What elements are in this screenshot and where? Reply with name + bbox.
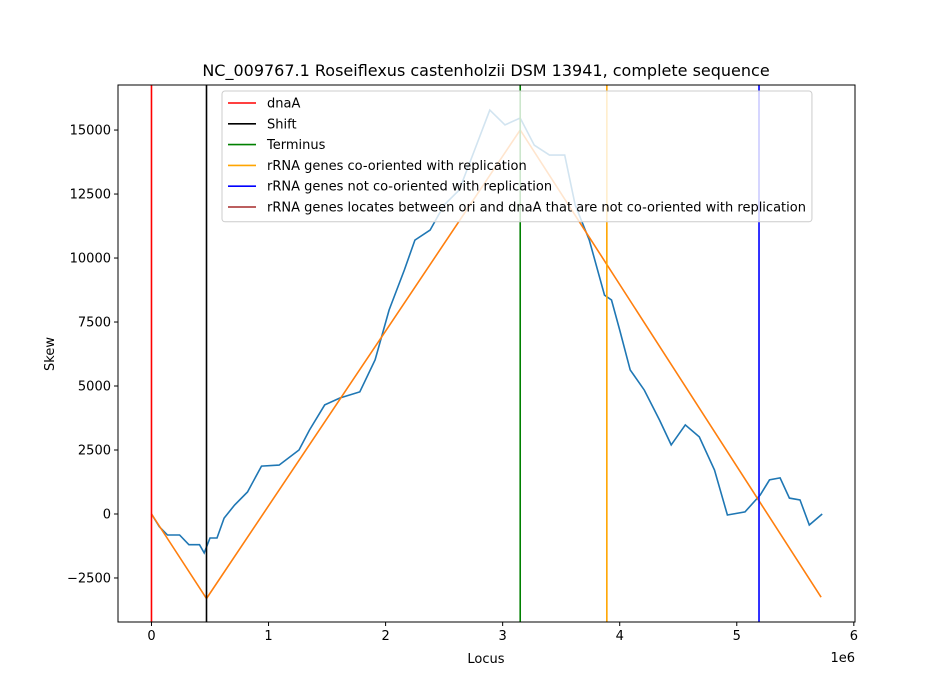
chart-title: NC_009767.1 Roseiflexus castenholzii DSM… bbox=[202, 61, 769, 81]
y-tick-label: 15000 bbox=[70, 124, 111, 139]
x-tick-label: 3 bbox=[499, 629, 507, 644]
legend-label: Shift bbox=[267, 117, 297, 132]
x-tick-label: 5 bbox=[733, 629, 741, 644]
legend-label: rRNA genes not co-oriented with replicat… bbox=[267, 180, 552, 195]
legend-label: rRNA genes locates between ori and dnaA … bbox=[267, 201, 806, 216]
y-tick-label: −2500 bbox=[67, 571, 111, 586]
x-tick-label: 0 bbox=[147, 629, 155, 644]
x-tick-label: 1 bbox=[264, 629, 272, 644]
y-tick-label: 2500 bbox=[78, 443, 111, 458]
legend-frame bbox=[221, 90, 813, 223]
legend: dnaA Shift Terminus rRNA genes co-oriented … bbox=[221, 90, 813, 223]
y-tick-label: 5000 bbox=[78, 380, 111, 395]
y-tick-label: 0 bbox=[103, 507, 111, 522]
y-axis-label: Skew bbox=[43, 337, 58, 371]
legend-label: Terminus bbox=[266, 138, 326, 153]
x-tick-label: 2 bbox=[381, 629, 389, 644]
legend-label: rRNA genes co-oriented with replication bbox=[267, 159, 527, 174]
y-tick-label: 10000 bbox=[70, 252, 111, 267]
series-line bbox=[150, 128, 822, 600]
x-tick-label: 6 bbox=[850, 629, 858, 644]
axes-frame bbox=[117, 84, 856, 623]
x-tick-label: 4 bbox=[616, 629, 624, 644]
x-axis-label: Locus bbox=[467, 652, 504, 667]
legend-label: dnaA bbox=[267, 97, 300, 112]
y-tick-label: 12500 bbox=[70, 188, 111, 203]
y-tick-label: 7500 bbox=[78, 316, 111, 331]
x-offset-label: 1e6 bbox=[830, 651, 855, 666]
